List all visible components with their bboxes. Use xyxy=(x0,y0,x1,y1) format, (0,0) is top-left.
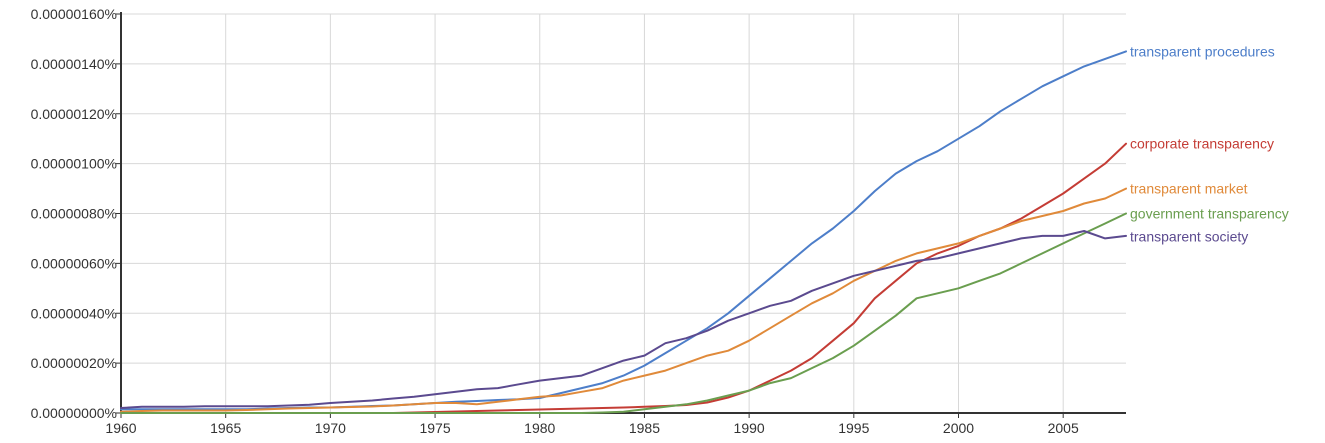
x-tick-label: 2000 xyxy=(943,420,974,436)
series-line-corporate-transparency xyxy=(120,142,1127,414)
x-tick-label: 1985 xyxy=(629,420,660,436)
x-tick-label: 1975 xyxy=(419,420,450,436)
y-tick-label: 0.00000040% xyxy=(31,305,117,321)
x-tick-label: 2005 xyxy=(1048,420,1079,436)
series-lines xyxy=(120,50,1127,414)
x-tick-label: 1970 xyxy=(315,420,346,436)
y-tick-label: 0.00000060% xyxy=(31,255,117,271)
y-tick-label: 0.00000100% xyxy=(31,156,117,172)
y-tick-label: 0.00000020% xyxy=(31,355,117,371)
y-tick-label: 0.00000160% xyxy=(31,6,117,22)
y-tick-label: 0.00000140% xyxy=(31,56,117,72)
y-tick-label: 0.00000000% xyxy=(31,405,117,421)
series-label-transparent-society: transparent society xyxy=(1130,229,1248,245)
x-tick-label: 1995 xyxy=(838,420,869,436)
series-labels: transparent procedures corporate transpar… xyxy=(1130,43,1289,244)
series-label-corporate-transparency: corporate transparency xyxy=(1130,136,1274,152)
x-tick-label: 1990 xyxy=(734,420,765,436)
series-line-transparent-market xyxy=(120,187,1127,413)
series-label-transparent-procedures: transparent procedures xyxy=(1130,43,1275,59)
x-tick-label: 1960 xyxy=(105,420,136,436)
series-label-transparent-market: transparent market xyxy=(1130,181,1248,197)
x-tick-label: 1980 xyxy=(524,420,555,436)
series-line-transparent-procedures xyxy=(120,50,1127,411)
y-tick-label: 0.00000120% xyxy=(31,106,117,122)
axes: 0.00000000% 0.00000020% 0.00000040% 0.00000… xyxy=(31,6,1126,436)
series-line-government-transparency xyxy=(120,212,1127,414)
grid xyxy=(121,13,1126,413)
series-label-government-transparency: government transparency xyxy=(1130,206,1289,222)
y-tick-label: 0.00000080% xyxy=(31,206,117,222)
series-line-transparent-society xyxy=(120,230,1127,409)
x-tick-label: 1965 xyxy=(210,420,241,436)
